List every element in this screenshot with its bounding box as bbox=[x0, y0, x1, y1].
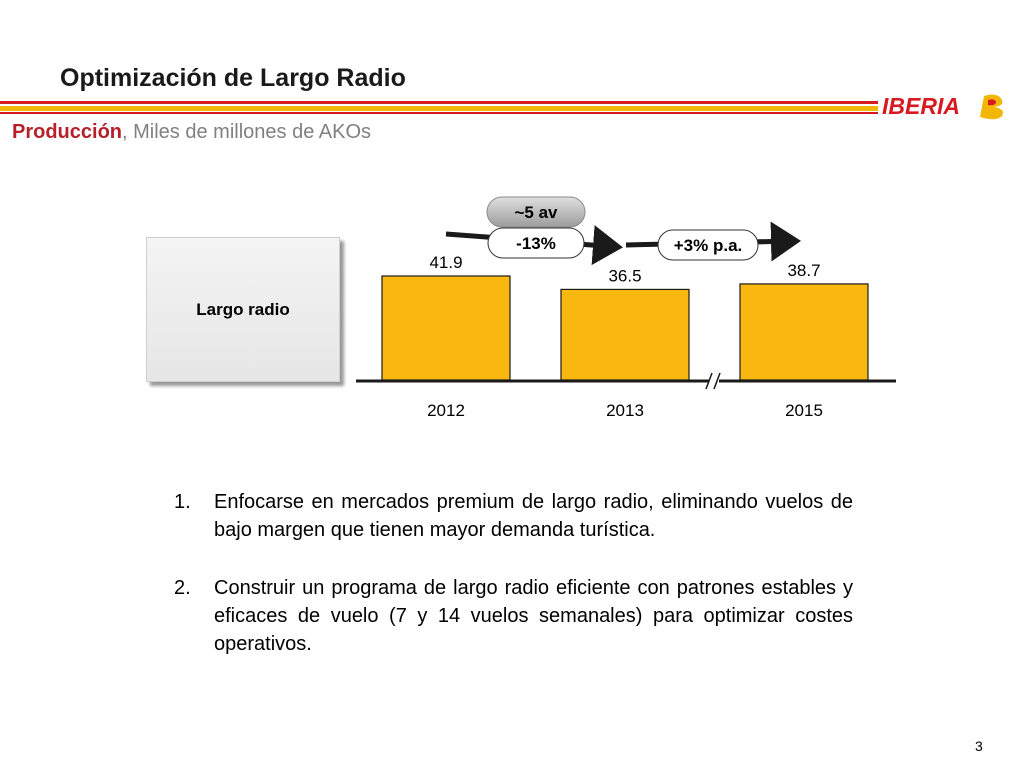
bar-2013 bbox=[560, 288, 690, 381]
list-item: 2. Construir un programa de largo radio … bbox=[170, 574, 853, 658]
change-text-right: +3% p.a. bbox=[674, 236, 743, 255]
iberia-logo: IBERIA bbox=[882, 93, 1003, 120]
list-item-text: Enfocarse en mercados premium de largo r… bbox=[214, 491, 853, 541]
axis-break-gap bbox=[709, 372, 719, 390]
bar-2012 bbox=[381, 275, 511, 381]
subtitle: Producción, Miles de millones de AKOs bbox=[12, 121, 371, 144]
segment-label-box: Largo radio bbox=[146, 237, 340, 382]
axis-break-mark-2 bbox=[713, 372, 721, 390]
data-label-2013: 36.5 bbox=[608, 266, 641, 285]
data-label-2015: 38.7 bbox=[787, 261, 820, 280]
x-tick-label-2012: 2012 bbox=[427, 401, 465, 420]
x-tick-label-2013: 2013 bbox=[606, 401, 644, 420]
change-oval-left bbox=[487, 227, 585, 259]
change-oval-right bbox=[657, 229, 759, 261]
logo-mark-icon bbox=[980, 94, 1003, 120]
list-item-number: 1. bbox=[174, 491, 191, 513]
header-stripe-red-thin bbox=[0, 112, 878, 114]
bar-2015 bbox=[739, 283, 869, 381]
header-stripe-yellow bbox=[0, 106, 878, 111]
segment-label: Largo radio bbox=[196, 299, 290, 319]
data-label-2012: 41.9 bbox=[429, 253, 462, 272]
logo-mark-inner-icon bbox=[988, 99, 996, 106]
list-item: 1. Enfocarse en mercados premium de larg… bbox=[170, 488, 853, 544]
page-number: 3 bbox=[975, 738, 983, 754]
list-item-text: Construir un programa de largo radio efi… bbox=[214, 577, 853, 655]
change-text-left: -13% bbox=[516, 234, 556, 253]
axis-break-mark-1 bbox=[705, 372, 713, 390]
x-tick-label-2015: 2015 bbox=[785, 401, 823, 420]
bars-group: 41.9 2012 36.5 2013 38.7 2015 bbox=[381, 253, 869, 420]
logo-text: IBERIA bbox=[882, 93, 960, 119]
list-item-number: 2. bbox=[174, 577, 191, 599]
header-stripe-red bbox=[0, 101, 878, 104]
trend-arrow-left bbox=[577, 225, 623, 266]
subtitle-bold: Producción bbox=[12, 121, 123, 143]
page-title: Optimización de Largo Radio bbox=[60, 64, 406, 92]
aircraft-count-text: ~5 av bbox=[514, 203, 558, 222]
subtitle-rest: , Miles de millones de AKOs bbox=[122, 121, 372, 143]
aircraft-count-pill bbox=[486, 196, 586, 228]
strategy-list: 1. Enfocarse en mercados premium de larg… bbox=[170, 488, 853, 688]
